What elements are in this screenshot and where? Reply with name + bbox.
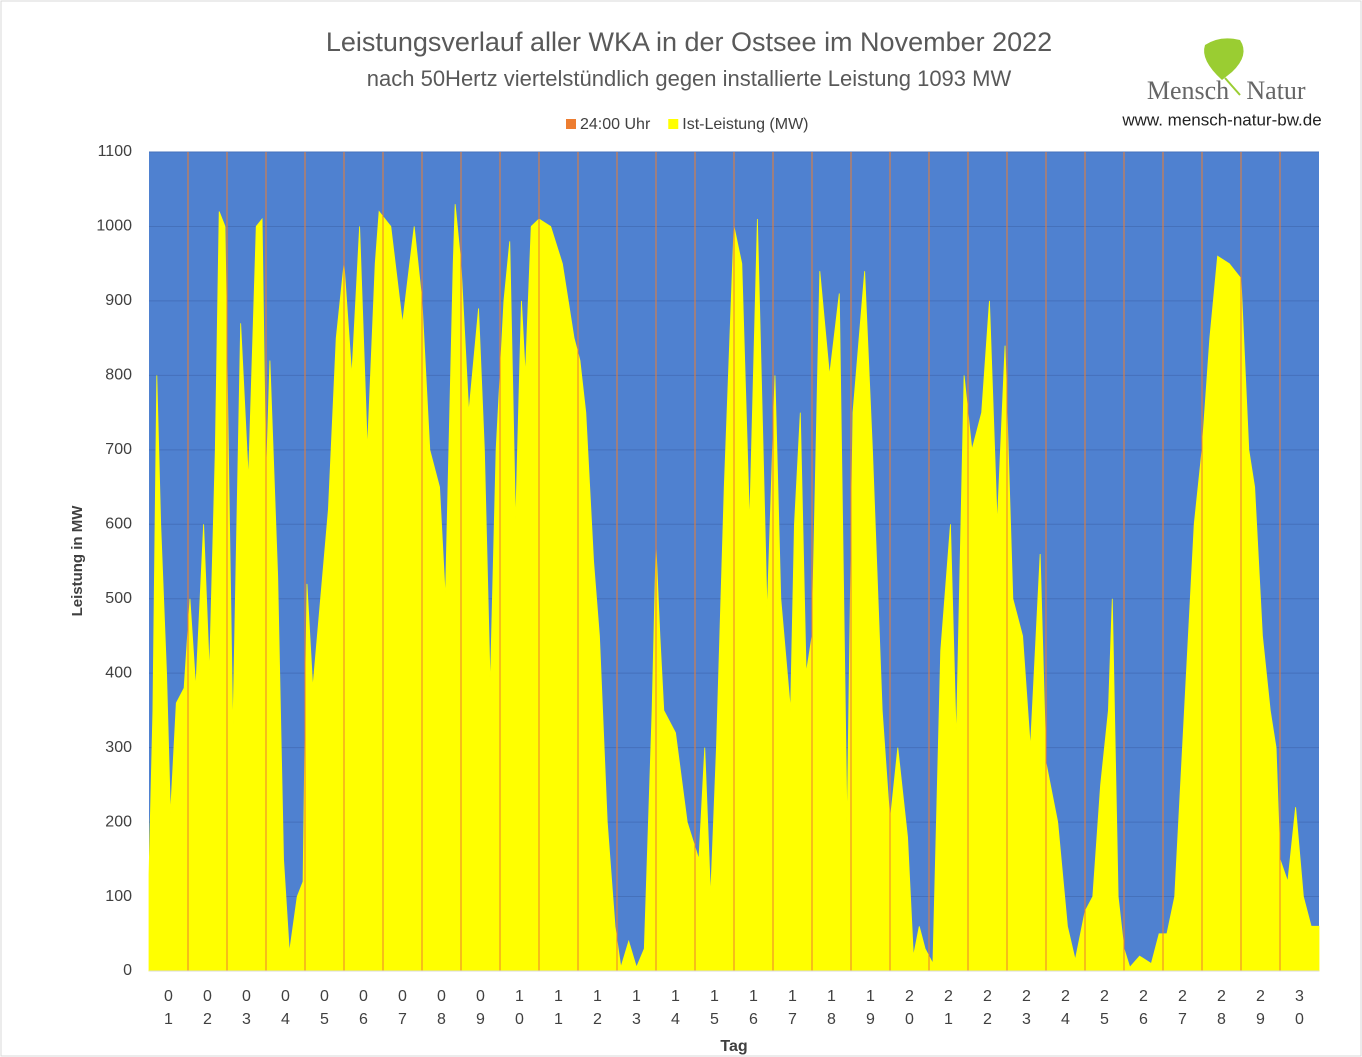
- x-tick-label: 02: [203, 988, 212, 1028]
- x-tick-label: 06: [359, 988, 368, 1028]
- x-tick-label: 04: [281, 988, 290, 1028]
- x-tick-label: 01: [164, 988, 173, 1028]
- x-tick-label: 24: [1061, 988, 1070, 1028]
- x-tick-label: 09: [476, 988, 485, 1028]
- y-tick-label: 800: [105, 367, 132, 384]
- x-tick-label: 19: [866, 988, 875, 1028]
- chart-subtitle: nach 50Hertz viertelstündlich gegen inst…: [367, 66, 1012, 91]
- x-tick-label: 26: [1139, 988, 1148, 1028]
- logo-text: Mensch: [1147, 76, 1229, 105]
- x-tick-label: 08: [437, 988, 446, 1028]
- y-tick-label: 700: [105, 441, 132, 458]
- x-tick-label: 17: [788, 988, 797, 1028]
- legend-label: 24:00 Uhr: [580, 116, 651, 133]
- y-tick-label: 100: [105, 888, 132, 905]
- x-tick-label: 07: [398, 988, 407, 1028]
- y-tick-label: 600: [105, 515, 132, 532]
- x-tick-label: 03: [242, 988, 251, 1028]
- x-tick-label: 05: [320, 988, 329, 1028]
- y-tick-label: 1100: [98, 143, 133, 160]
- x-tick-label: 18: [827, 988, 836, 1028]
- logo-leaf: [1204, 38, 1244, 96]
- y-tick-label: 1000: [96, 218, 132, 235]
- x-tick-label: 20: [905, 988, 914, 1028]
- website: www. mensch-natur-bw.de: [1121, 110, 1321, 129]
- x-tick-label: 16: [749, 988, 758, 1028]
- legend-label: Ist-Leistung (MW): [682, 116, 808, 133]
- y-tick-label: 900: [105, 292, 132, 309]
- x-tick-label: 29: [1256, 988, 1265, 1028]
- x-tick-label: 27: [1178, 988, 1187, 1028]
- legend-swatch: [566, 119, 576, 129]
- x-tick-label: 25: [1100, 988, 1109, 1028]
- x-tick-label: 10: [515, 988, 524, 1028]
- x-tick-label: 22: [983, 988, 992, 1028]
- y-tick-label: 400: [105, 664, 132, 681]
- chart-title: Leistungsverlauf aller WKA in der Ostsee…: [326, 27, 1052, 57]
- x-tick-label: 15: [710, 988, 719, 1028]
- legend-swatch: [668, 119, 679, 129]
- x-tick-label: 12: [593, 988, 602, 1028]
- x-tick-label: 11: [554, 988, 563, 1028]
- y-axis-label: Leistung in MW: [69, 505, 86, 617]
- y-tick-label: 0: [123, 962, 132, 979]
- logo-text: Natur: [1246, 76, 1306, 105]
- x-tick-label: 28: [1217, 988, 1226, 1028]
- x-tick-label: 30: [1295, 988, 1304, 1028]
- y-tick-label: 200: [105, 813, 132, 830]
- y-tick-label: 300: [105, 739, 132, 756]
- x-tick-label: 14: [671, 988, 680, 1028]
- x-tick-label: 13: [632, 988, 641, 1028]
- x-tick-label: 21: [944, 988, 953, 1028]
- x-axis-label: Tag: [720, 1038, 747, 1055]
- x-tick-label: 23: [1022, 988, 1031, 1028]
- y-tick-label: 500: [105, 590, 132, 607]
